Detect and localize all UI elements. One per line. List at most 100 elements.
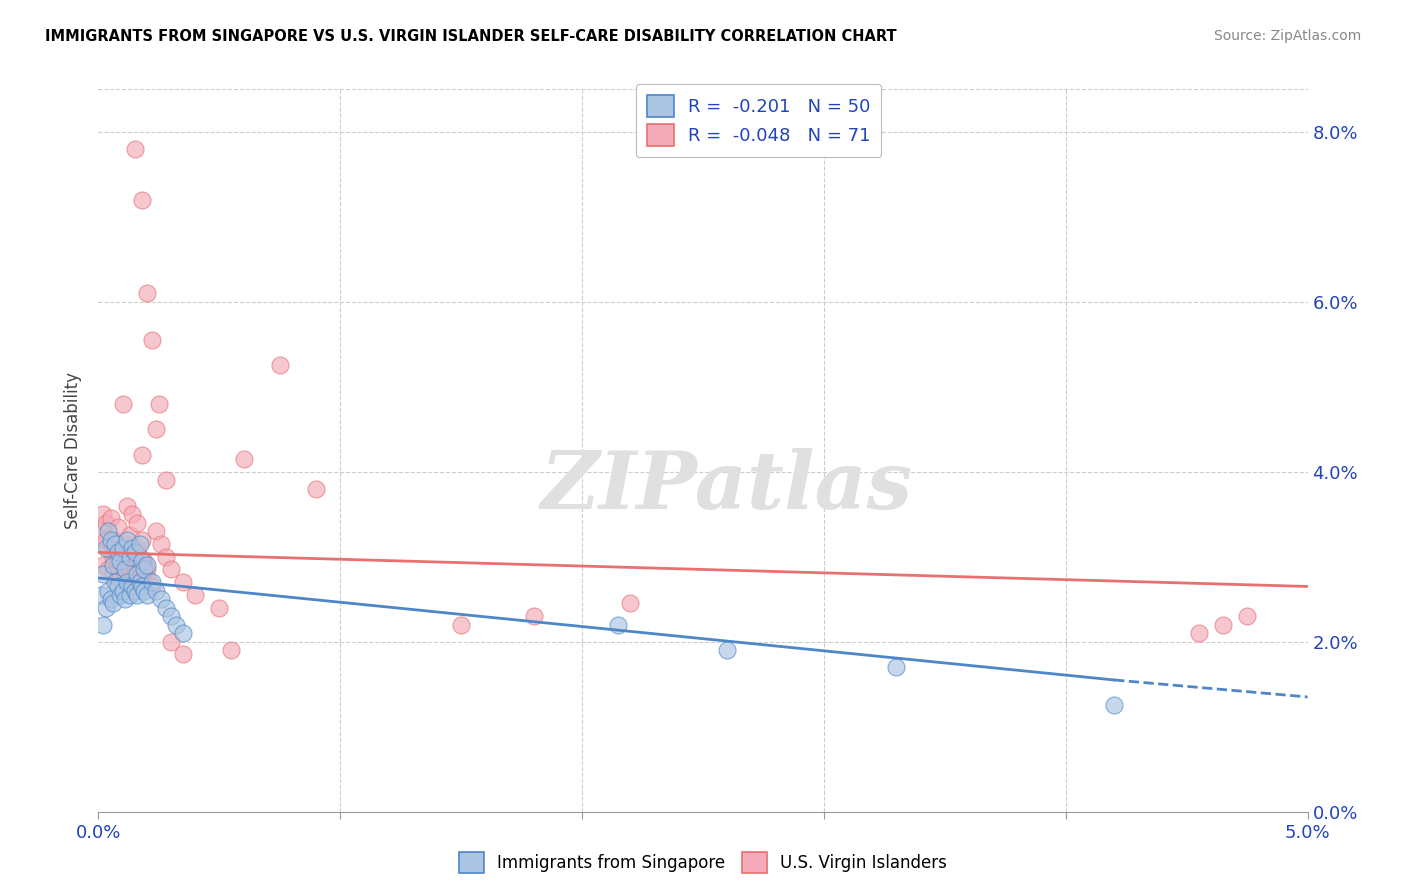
Point <box>117 575 139 590</box>
Point <box>128 558 150 573</box>
Point <box>91 558 114 573</box>
Point <box>114 562 136 576</box>
Legend: R =  -0.201   N = 50, R =  -0.048   N = 71: R = -0.201 N = 50, R = -0.048 N = 71 <box>636 84 882 157</box>
Point <box>118 528 141 542</box>
Point <box>165 617 187 632</box>
Point <box>134 583 156 598</box>
Point <box>172 575 194 590</box>
Point <box>155 549 177 564</box>
Point <box>124 142 146 156</box>
Point <box>90 524 112 539</box>
Point <box>104 575 127 590</box>
Point <box>141 333 163 347</box>
Point <box>208 600 231 615</box>
Point <box>127 541 149 556</box>
Text: Source: ZipAtlas.com: Source: ZipAtlas.com <box>1213 29 1361 44</box>
Point <box>160 562 183 576</box>
Point <box>127 588 149 602</box>
Point <box>184 588 207 602</box>
Point <box>121 579 143 593</box>
Point <box>135 562 157 576</box>
Point <box>172 648 194 662</box>
Point <box>127 516 149 530</box>
Point <box>97 524 120 539</box>
Point <box>134 562 156 576</box>
Point <box>131 566 153 581</box>
Point <box>232 452 254 467</box>
Point <box>523 609 546 624</box>
Point <box>145 422 167 436</box>
Point <box>101 558 124 573</box>
Point <box>128 549 150 564</box>
Point <box>131 193 153 207</box>
Point <box>108 588 131 602</box>
Text: IMMIGRANTS FROM SINGAPORE VS U.S. VIRGIN ISLANDER SELF-CARE DISABILITY CORRELATI: IMMIGRANTS FROM SINGAPORE VS U.S. VIRGIN… <box>45 29 897 45</box>
Point <box>91 617 114 632</box>
Point <box>124 545 146 559</box>
Point <box>128 537 150 551</box>
Point <box>135 588 157 602</box>
Point <box>269 359 291 373</box>
Point <box>124 566 146 581</box>
Point <box>117 533 139 547</box>
Point <box>148 397 170 411</box>
Point <box>155 600 177 615</box>
Point <box>117 545 139 559</box>
Point <box>221 643 243 657</box>
Point <box>118 549 141 564</box>
Point <box>111 583 134 598</box>
Point <box>100 511 122 525</box>
Point <box>131 533 153 547</box>
Point <box>91 507 114 521</box>
Point <box>100 592 122 607</box>
Point <box>141 575 163 590</box>
Point <box>111 549 134 564</box>
Point <box>107 545 129 559</box>
Point <box>305 482 328 496</box>
Point <box>111 541 134 556</box>
Point <box>114 537 136 551</box>
Point <box>716 643 738 657</box>
Point <box>135 558 157 573</box>
Point <box>107 579 129 593</box>
Point <box>114 566 136 581</box>
Point <box>155 473 177 487</box>
Point <box>150 592 173 607</box>
Point <box>101 597 124 611</box>
Point <box>145 524 167 539</box>
Point <box>117 554 139 568</box>
Point <box>91 566 114 581</box>
Point <box>172 626 194 640</box>
Point <box>108 554 131 568</box>
Point <box>1236 609 1258 624</box>
Point <box>100 537 122 551</box>
Point <box>124 583 146 598</box>
Point <box>90 588 112 602</box>
Point <box>107 520 129 534</box>
Point <box>100 533 122 547</box>
Point <box>450 617 472 632</box>
Point <box>1102 698 1125 713</box>
Point <box>94 533 117 547</box>
Point <box>141 579 163 593</box>
Point <box>118 562 141 576</box>
Point <box>121 571 143 585</box>
Point <box>131 579 153 593</box>
Point <box>101 549 124 564</box>
Point <box>104 537 127 551</box>
Point <box>97 562 120 576</box>
Point <box>108 571 131 585</box>
Point <box>97 583 120 598</box>
Point <box>111 558 134 573</box>
Point <box>124 558 146 573</box>
Point <box>94 600 117 615</box>
Point <box>108 541 131 556</box>
Point <box>134 554 156 568</box>
Point <box>131 554 153 568</box>
Point <box>101 566 124 581</box>
Point <box>886 660 908 674</box>
Point <box>94 516 117 530</box>
Point <box>127 566 149 581</box>
Point <box>121 549 143 564</box>
Point <box>104 533 127 547</box>
